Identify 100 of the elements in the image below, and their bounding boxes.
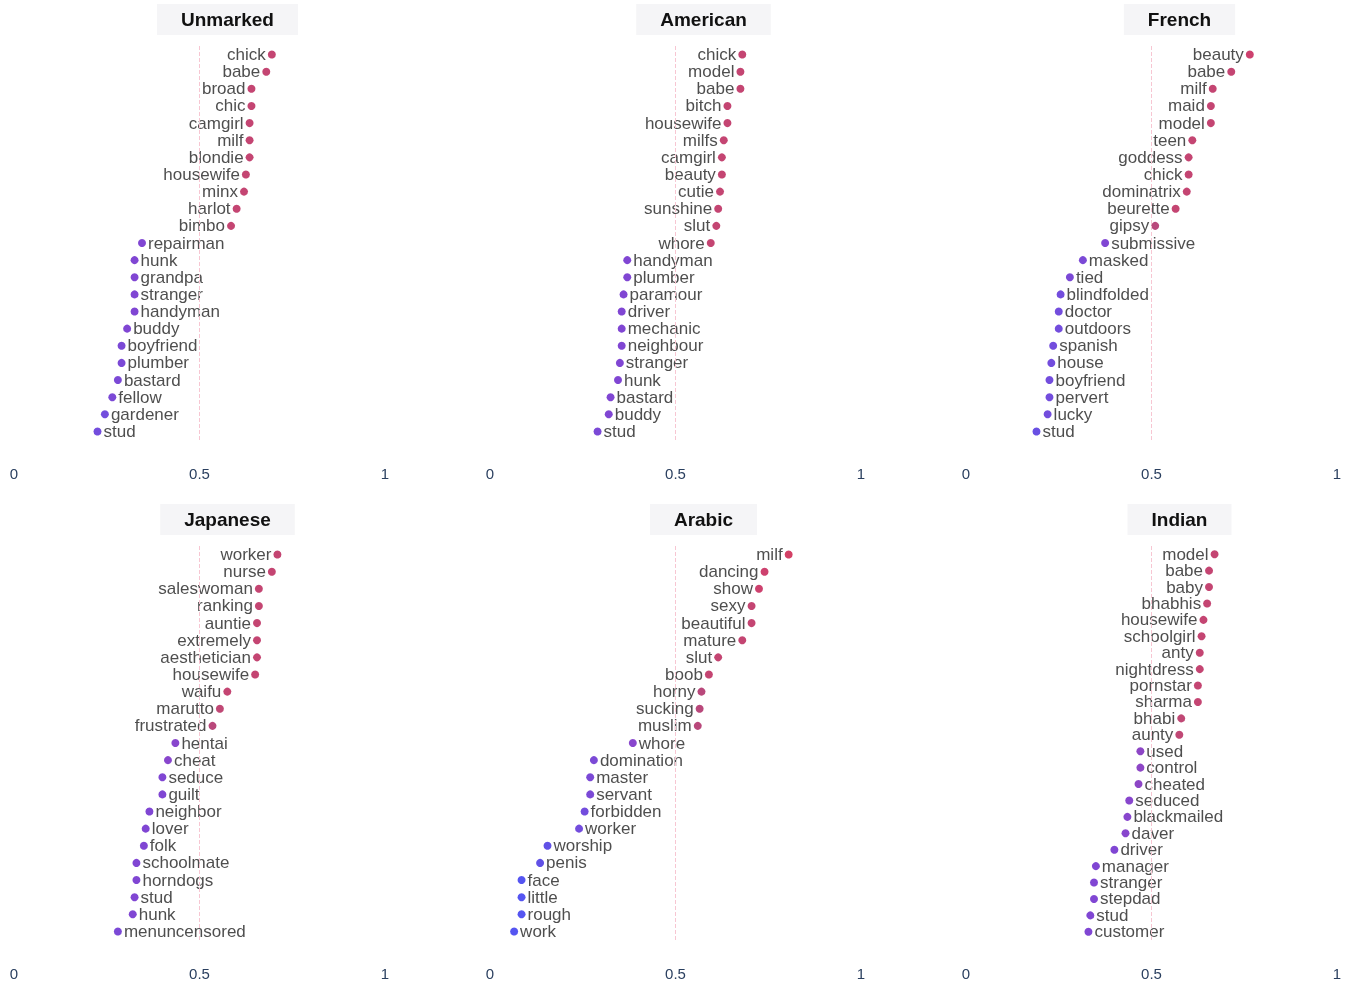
point bbox=[223, 687, 232, 696]
point bbox=[245, 153, 254, 162]
point bbox=[1049, 341, 1058, 350]
point bbox=[617, 324, 626, 333]
point bbox=[1078, 256, 1087, 265]
category-label: housewife bbox=[163, 164, 240, 184]
category-label: maid bbox=[1168, 96, 1205, 116]
point bbox=[1205, 566, 1214, 575]
category-label: bastard bbox=[616, 387, 674, 407]
category-label: boyfriend bbox=[127, 336, 198, 356]
category-label: waifu bbox=[181, 682, 222, 702]
category-label: beauty bbox=[1192, 45, 1244, 65]
category-label: gipsy bbox=[1109, 216, 1150, 236]
point bbox=[754, 584, 763, 593]
category-label: extremely bbox=[177, 630, 252, 650]
point bbox=[719, 136, 728, 145]
category-label: menuncensored bbox=[123, 921, 246, 941]
point bbox=[604, 410, 613, 419]
point bbox=[208, 721, 217, 730]
point bbox=[1084, 927, 1093, 936]
y-tick-label: domination bbox=[599, 750, 684, 770]
point bbox=[1195, 648, 1204, 657]
point bbox=[606, 393, 615, 402]
y-tick-label: penis bbox=[546, 853, 587, 873]
category-label: milfs bbox=[682, 130, 718, 150]
x-tick-label: 1 bbox=[1332, 965, 1342, 982]
point bbox=[747, 601, 756, 610]
category-label: housewife bbox=[644, 113, 722, 133]
category-label: cutie bbox=[678, 182, 715, 202]
point bbox=[1203, 599, 1212, 608]
category-label: buddy bbox=[614, 404, 662, 424]
chart-title: French bbox=[1147, 9, 1212, 30]
point bbox=[1175, 730, 1184, 739]
point bbox=[113, 376, 122, 385]
point bbox=[617, 307, 626, 316]
x-tick-label: 0.5 bbox=[1141, 965, 1162, 982]
category-label: teen bbox=[1153, 130, 1187, 150]
category-label: masked bbox=[1088, 250, 1149, 270]
category-label: mechanic bbox=[627, 319, 701, 339]
y-tick-label: master bbox=[596, 767, 649, 787]
point bbox=[1091, 862, 1100, 871]
point bbox=[1056, 290, 1065, 299]
point bbox=[693, 721, 702, 730]
y-tick-label: sucking bbox=[635, 699, 694, 719]
point bbox=[517, 910, 526, 919]
x-tick-label: 0.5 bbox=[665, 465, 686, 482]
point bbox=[1151, 221, 1160, 230]
category-label: ranking bbox=[197, 596, 253, 616]
x-tick-label: 0 bbox=[9, 465, 19, 482]
y-tick-label: horny bbox=[652, 682, 696, 702]
point bbox=[1043, 410, 1052, 419]
chart-title: Japanese bbox=[184, 509, 271, 530]
category-label: house bbox=[1057, 353, 1104, 373]
point bbox=[1090, 878, 1098, 887]
point bbox=[240, 187, 249, 196]
category-label: bastard bbox=[123, 370, 181, 390]
point bbox=[1123, 812, 1132, 821]
x-tick-label: 0 bbox=[485, 965, 495, 982]
point bbox=[1134, 780, 1143, 789]
point bbox=[1125, 796, 1134, 805]
point bbox=[717, 153, 726, 162]
point bbox=[1206, 101, 1215, 110]
point bbox=[619, 290, 628, 299]
point bbox=[714, 653, 723, 662]
category-label: saleswoman bbox=[158, 579, 253, 599]
point bbox=[138, 239, 146, 247]
point bbox=[704, 670, 713, 679]
category-label: worker bbox=[220, 545, 272, 565]
category-label: babe bbox=[1187, 62, 1226, 82]
point bbox=[716, 187, 725, 196]
point bbox=[1195, 665, 1204, 674]
y-tick-label: beautiful bbox=[681, 613, 746, 633]
point bbox=[1045, 376, 1054, 385]
x-tick-label: 1 bbox=[856, 465, 866, 482]
point bbox=[141, 824, 150, 833]
point bbox=[267, 567, 276, 576]
y-tick-label: rough bbox=[527, 904, 572, 924]
category-label: guilt bbox=[168, 784, 200, 804]
category-label: submissive bbox=[1111, 233, 1196, 253]
point bbox=[1208, 84, 1217, 93]
point bbox=[247, 101, 256, 110]
point bbox=[623, 273, 632, 282]
chart-title: American bbox=[660, 9, 747, 30]
y-tick-label: servant bbox=[596, 784, 653, 804]
point bbox=[1184, 153, 1193, 162]
category-label: customer bbox=[1094, 922, 1165, 942]
category-label: chic bbox=[215, 96, 246, 116]
point bbox=[623, 256, 632, 265]
point bbox=[253, 653, 262, 662]
point bbox=[1090, 894, 1098, 903]
category-label: repairman bbox=[147, 233, 225, 253]
category-label: outdoors bbox=[1064, 319, 1131, 339]
y-tick-label: worship bbox=[552, 836, 613, 856]
y-tick-label: sexy bbox=[710, 596, 747, 616]
chart-title: Unmarked bbox=[181, 9, 274, 30]
point bbox=[117, 358, 126, 367]
category-label: dominatrix bbox=[1102, 182, 1181, 202]
category-label: milf bbox=[1180, 79, 1207, 99]
category-label: camgirl bbox=[661, 147, 716, 167]
point bbox=[254, 584, 263, 593]
